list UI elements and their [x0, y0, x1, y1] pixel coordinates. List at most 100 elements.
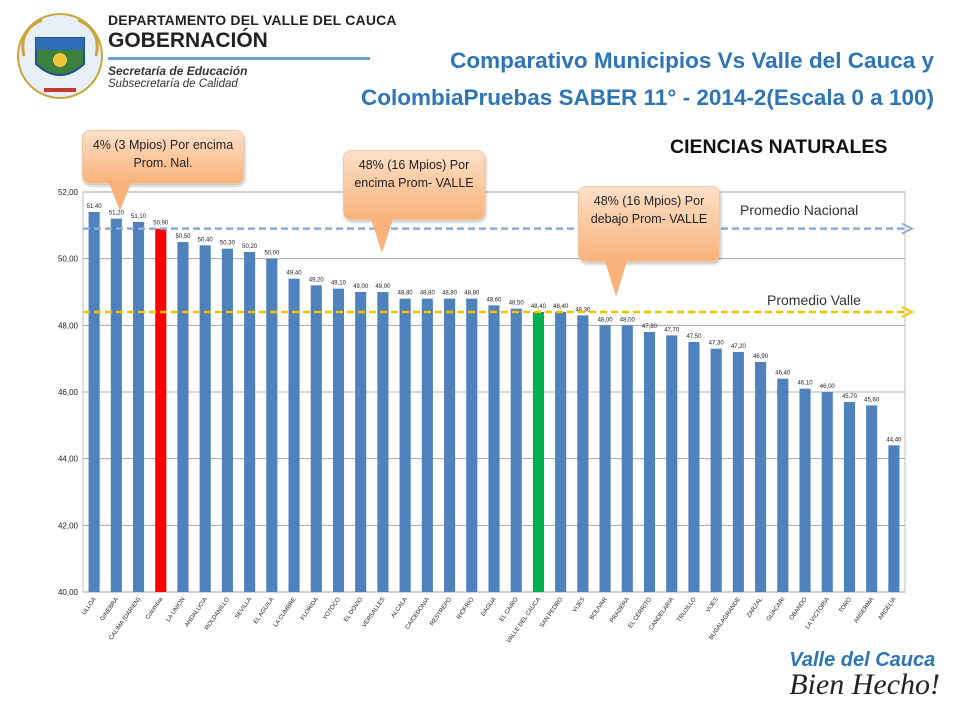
data-label: 50,00 [264, 251, 280, 257]
secretariat-name: Secretaría de Educación [108, 64, 248, 78]
x-tick-label: TORO [838, 596, 853, 614]
bar [510, 308, 522, 592]
data-label: 47,80 [642, 324, 658, 330]
x-tick-label: VIJES [572, 597, 586, 614]
data-label: 48,40 [553, 304, 569, 310]
bar [444, 298, 456, 592]
bar [555, 312, 567, 592]
bar [732, 352, 744, 592]
data-label: 48,30 [575, 307, 591, 313]
data-label: 50,50 [175, 234, 191, 240]
bar [399, 298, 411, 592]
data-label: 44,40 [886, 437, 902, 443]
data-label: 48,50 [509, 301, 525, 307]
data-label: 45,60 [864, 397, 880, 403]
x-tick-label: ANDALUCIA [184, 597, 209, 629]
x-tick-label: ZARZAL [746, 596, 764, 619]
data-label: 49,00 [375, 284, 391, 290]
national-average-label: Promedio Nacional [740, 202, 859, 218]
data-label: 48,00 [598, 317, 614, 323]
coat-of-arms-logo [17, 13, 103, 99]
x-tick-label: CAICEDONIA [405, 597, 431, 631]
data-label: 50,90 [153, 221, 169, 227]
data-label: 50,40 [198, 237, 214, 243]
x-tick-label: DAGUA [480, 597, 497, 618]
data-label: 49,40 [287, 271, 303, 277]
callout-above-national: 4% (3 Mpios) Por encima Prom. Nal. [82, 130, 244, 211]
bar [843, 402, 856, 592]
x-tick-label: YOTOCO [322, 596, 342, 621]
valle-average-label: Promedio Valle [767, 292, 861, 308]
bar [688, 342, 700, 592]
x-tick-label: SAN PEDRO [539, 596, 564, 629]
callout-below-valle: 48% (16 Mpios) Por debajo Prom- VALLE [578, 186, 720, 297]
x-tick-label: PRADERA [609, 597, 631, 624]
bar [466, 298, 478, 592]
brand-logo: Valle del Cauca Bien Hecho! [789, 649, 940, 702]
bar [577, 315, 589, 592]
x-tick-label: OBANDO [789, 596, 809, 621]
bar [377, 292, 389, 592]
bar [132, 222, 145, 592]
bar [199, 245, 211, 593]
slide-title: Comparativo Municipios Vs Valle del Cauc… [361, 42, 934, 116]
data-label: 49,10 [331, 281, 347, 287]
bar [599, 325, 611, 592]
y-tick-label: 50,00 [58, 255, 79, 264]
x-tick-label: EL CERRITO [628, 596, 654, 629]
x-tick-label: ULLOA [82, 597, 98, 617]
subject-title: CIENCIAS NATURALES [670, 136, 888, 158]
data-label: 48,60 [486, 297, 502, 303]
y-tick-label: 40,00 [58, 588, 79, 597]
arrow-icon [901, 222, 915, 235]
y-tick-label: 44,00 [58, 455, 79, 464]
callout-above-valle-text: 48% (16 Mpios) Por encima Prom- VALLE [354, 158, 474, 190]
callout-above-valle: 48% (16 Mpios) Por encima Prom- VALLE [343, 150, 485, 253]
x-tick-label: GINEBRA [100, 597, 120, 623]
data-label: 46,00 [820, 384, 836, 390]
data-label: 51,20 [109, 211, 125, 217]
bar [799, 388, 811, 592]
bar [110, 218, 122, 592]
data-label: 47,30 [709, 341, 725, 347]
x-tick-label: LA CUMBRE [273, 597, 298, 629]
data-label: 48,80 [420, 291, 436, 297]
data-label: 47,70 [664, 327, 680, 333]
x-tick-label: EL DOVIO [343, 596, 364, 623]
data-label: 50,30 [220, 241, 236, 247]
bar [332, 288, 345, 592]
x-tick-label: ANSERMA [853, 597, 875, 625]
callout-pointer [605, 261, 627, 297]
slide-title-line-2: ColombiaPruebas SABER 11° - 2014-2(Escal… [360, 85, 934, 110]
x-tick-label: RIOFRIO [456, 596, 475, 620]
bar [666, 335, 678, 592]
bar [288, 278, 300, 592]
x-tick-label: TRUJILLO [676, 596, 697, 623]
bar [488, 305, 500, 592]
data-label: 45,70 [842, 394, 858, 400]
data-label: 49,20 [309, 277, 325, 283]
callout-pointer [109, 183, 131, 211]
x-tick-label: EL AGUILA [253, 597, 275, 625]
bar [266, 258, 278, 592]
data-label: 48,00 [620, 317, 636, 323]
bar [221, 248, 233, 592]
data-label: 46,40 [775, 371, 791, 377]
x-tick-label: ARGELIA [878, 597, 898, 622]
x-tick-label: FLORIDA [300, 597, 320, 622]
data-label: 50,20 [242, 244, 258, 250]
bar [310, 285, 322, 592]
x-tick-label: ALCALA [391, 597, 409, 619]
bar [621, 325, 633, 592]
data-label: 51,10 [131, 214, 147, 220]
data-label: 48,80 [398, 291, 414, 297]
bar [755, 362, 767, 592]
government-name: GOBERNACIÓN [108, 29, 268, 52]
header-divider [108, 57, 370, 60]
subsecretariat-name: Subsecretaría de Calidad [108, 78, 238, 90]
x-tick-label: ROLDANILLO [204, 596, 231, 631]
y-tick-label: 48,00 [58, 321, 79, 330]
y-tick-label: 52,00 [58, 188, 79, 197]
bar [888, 445, 900, 592]
